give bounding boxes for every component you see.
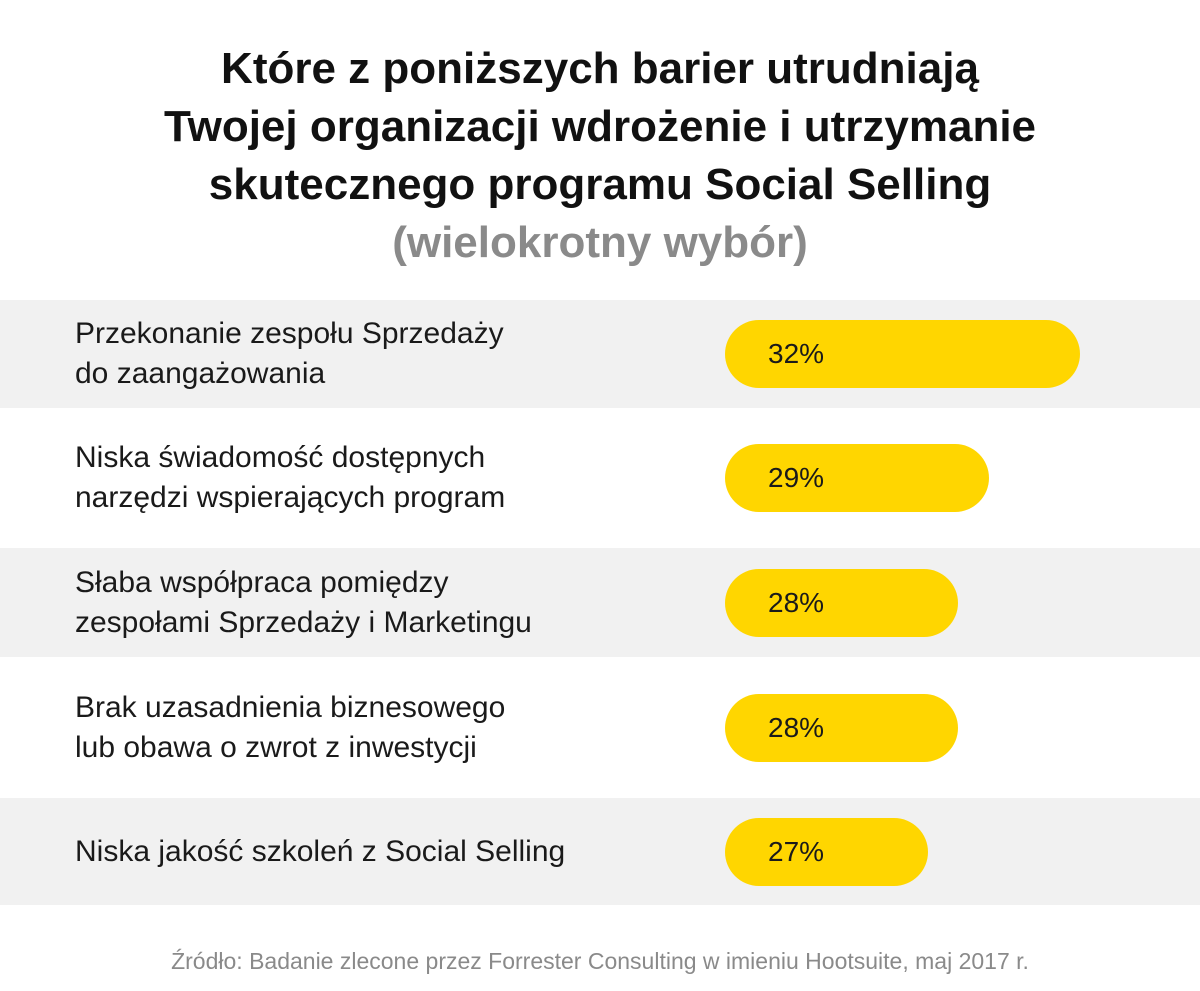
category-label-line: Niska jakość szkoleń z Social Selling bbox=[75, 834, 566, 868]
chart-row: Przekonanie zespołu Sprzedaży do zaangażo… bbox=[0, 300, 1200, 408]
bar: 32% bbox=[725, 320, 1080, 388]
chart-subtitle: (wielokrotny wybór) bbox=[392, 218, 808, 267]
bar: 27% bbox=[725, 817, 928, 886]
value-label: 29% bbox=[768, 462, 825, 493]
title-line: skutecznego programu Social Selling bbox=[208, 160, 992, 209]
chart-row: Brak uzasadnienia biznesowego lub obawa o… bbox=[0, 657, 1200, 798]
category-label: Niska świadomość dostępnych narzędzi wspi… bbox=[75, 438, 695, 518]
category-label-line: narzędzi wspierających program bbox=[75, 481, 506, 514]
title-line: Twojej organizacji wdrożenie i utrzymani… bbox=[163, 102, 1037, 151]
value-label: 27% bbox=[768, 835, 825, 867]
value-label: 28% bbox=[768, 586, 825, 618]
category-label: Słaba współpraca pomiędzy zespołami Sprze… bbox=[75, 563, 695, 643]
category-label-line: Brak uzasadnienia biznesowego bbox=[75, 690, 506, 724]
category-label: Przekonanie zespołu Sprzedaży do zaangażo… bbox=[75, 314, 695, 394]
category-label-line: do zaangażowania bbox=[75, 357, 326, 390]
category-label-line: lub obawa o zwrot z inwestycji bbox=[75, 730, 477, 764]
category-label-line: Słaba współpraca pomiędzy bbox=[75, 565, 449, 599]
category-label-line: zespołami Sprzedaży i Marketingu bbox=[75, 605, 532, 639]
category-label: Brak uzasadnienia biznesowego lub obawa o… bbox=[75, 688, 695, 768]
source-note: Źródło: Badanie zlecone przez Forrester … bbox=[171, 948, 1029, 974]
bar: 28% bbox=[725, 693, 959, 762]
chart-row: Niska świadomość dostępnych narzędzi wspi… bbox=[0, 408, 1200, 548]
category-label-line: Przekonanie zespołu Sprzedaży bbox=[75, 317, 504, 350]
title-line: Które z poniższych barier utrudniają bbox=[221, 44, 979, 93]
value-label: 28% bbox=[768, 711, 825, 743]
value-label: 32% bbox=[768, 338, 825, 369]
bar: 28% bbox=[725, 568, 959, 637]
chart-title: Które z poniższych barier utrudniają Two… bbox=[0, 40, 1200, 272]
category-label-line: Niska świadomość dostępnych bbox=[75, 441, 486, 474]
chart-row: Niska jakość szkoleń z Social Selling 27% bbox=[0, 798, 1200, 905]
bar: 29% bbox=[725, 444, 989, 512]
category-label: Niska jakość szkoleń z Social Selling bbox=[75, 832, 695, 872]
chart-row: Słaba współpraca pomiędzy zespołami Sprze… bbox=[0, 548, 1200, 657]
